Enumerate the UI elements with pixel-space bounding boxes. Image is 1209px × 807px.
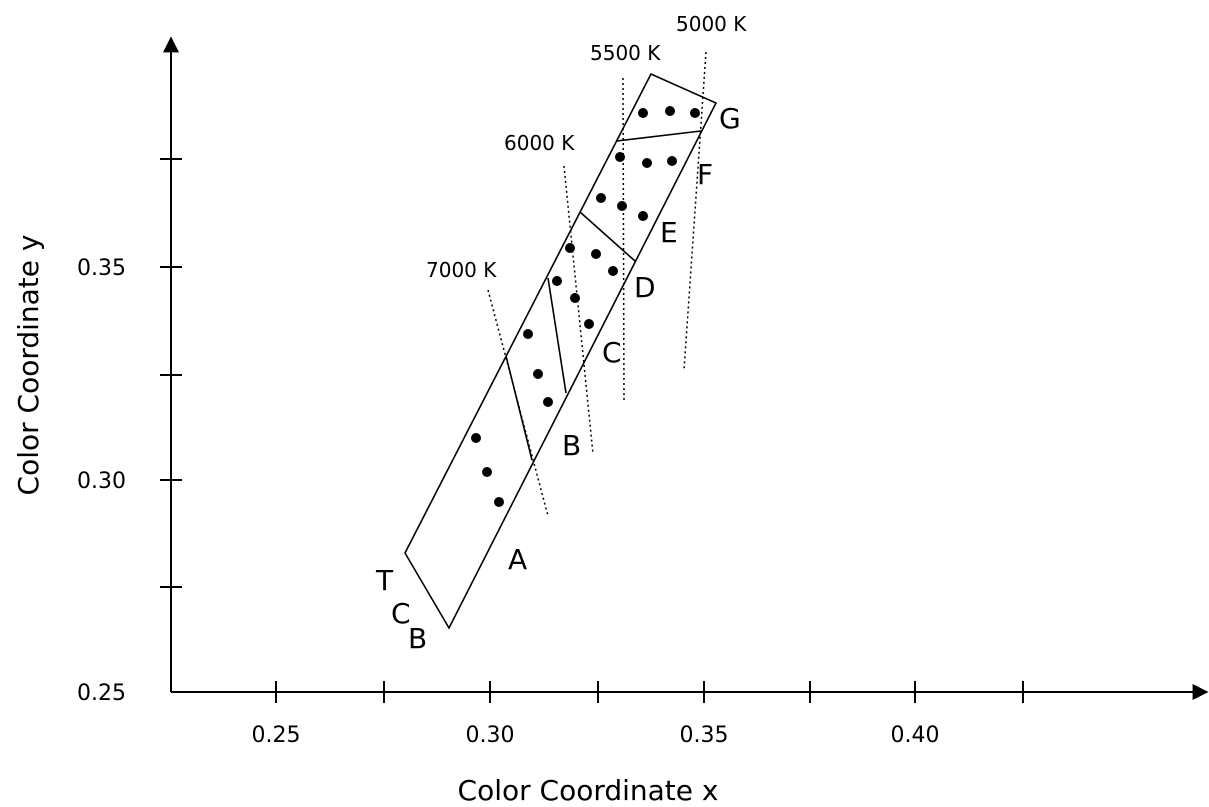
- measurement-dot: [533, 369, 543, 379]
- measurement-dots: [471, 106, 700, 507]
- y-tick-label: 0.30: [77, 469, 126, 494]
- bin-label-d: D: [634, 271, 656, 304]
- measurement-dot: [642, 158, 652, 168]
- measurement-dot: [543, 397, 553, 407]
- bin-divider-ab: [505, 355, 533, 461]
- bin-label-f: F: [697, 158, 713, 191]
- bin-label-a: A: [508, 543, 527, 576]
- x-tick-label: 0.35: [680, 723, 729, 748]
- measurement-dot: [565, 243, 575, 253]
- isotherm-label-5500: 5500 K: [590, 41, 661, 65]
- bin-outline: [404, 72, 718, 630]
- measurement-dot: [615, 152, 625, 162]
- isotherm-line-5000: [683, 51, 707, 371]
- corner-label-b: B: [408, 622, 427, 655]
- measurement-dot: [690, 108, 700, 118]
- bin-divider-bc: [547, 277, 567, 394]
- measurement-dot: [665, 106, 675, 116]
- bin-divider-cd: [579, 211, 636, 262]
- isotherm-line-5500: [622, 77, 625, 401]
- x-tick-label: 0.40: [891, 723, 940, 748]
- isotherm-label-5000: 5000 K: [676, 12, 747, 36]
- y-tick-label: 0.35: [77, 256, 126, 281]
- isotherm-label-7000: 7000 K: [426, 258, 497, 282]
- isotherm-lines: [487, 51, 707, 517]
- measurement-dot: [584, 319, 594, 329]
- y-tick-label: 0.25: [77, 681, 126, 706]
- bin-label-g: G: [719, 102, 741, 135]
- measurement-dot: [608, 266, 618, 276]
- x-tick-label: 0.25: [252, 723, 301, 748]
- measurement-dot: [638, 211, 648, 221]
- bin-regions: [404, 72, 718, 630]
- isotherm-line-6000: [563, 165, 594, 455]
- bin-label-b: B: [562, 429, 581, 462]
- y-axis-label: Color Coordinate y: [12, 235, 45, 496]
- measurement-dot: [570, 293, 580, 303]
- bin-label-c: C: [602, 336, 622, 369]
- measurement-dot: [596, 193, 606, 203]
- isotherm-label-6000: 6000 K: [504, 131, 575, 155]
- axes: [160, 36, 1209, 703]
- measurement-dot: [494, 497, 504, 507]
- corner-label-t: T: [375, 564, 394, 597]
- measurement-dot: [482, 467, 492, 477]
- bin-divider-ef: [616, 130, 702, 142]
- corner-label-c: C: [391, 597, 411, 630]
- bin-label-e: E: [660, 216, 678, 249]
- measurement-dot: [523, 329, 533, 339]
- measurement-dot: [591, 249, 601, 259]
- x-axis-label: Color Coordinate x: [458, 774, 719, 807]
- measurement-dot: [617, 201, 627, 211]
- measurement-dot: [667, 156, 677, 166]
- x-tick-label: 0.30: [466, 723, 515, 748]
- measurement-dot: [638, 108, 648, 118]
- measurement-dot: [552, 276, 562, 286]
- measurement-dot: [471, 433, 481, 443]
